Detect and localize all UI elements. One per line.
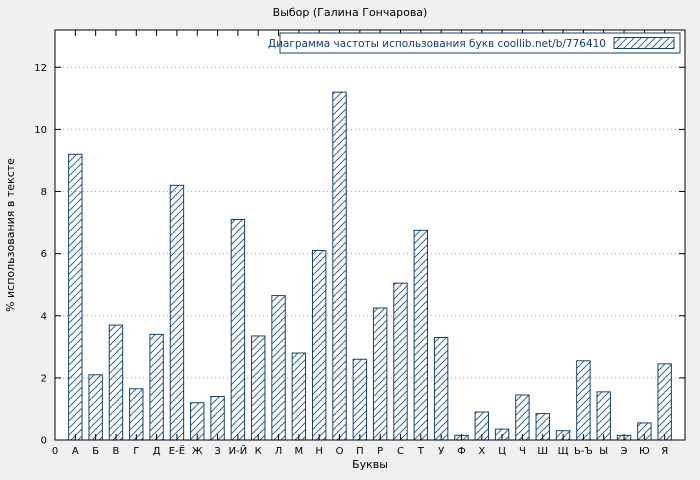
x-tick-label: Ю (639, 446, 650, 457)
legend-border (279, 32, 681, 54)
bar-О (332, 91, 347, 441)
x-tick-label: Ж (192, 446, 203, 457)
y-tick-label: 8 (41, 187, 47, 198)
x-tick-label: Т (417, 446, 425, 457)
bar-Г (129, 388, 144, 441)
x-axis-label: Буквы (352, 458, 388, 471)
bar-Ч (515, 394, 530, 441)
x-tick-label: Х (478, 446, 485, 457)
bar-П (352, 358, 368, 441)
x-tick-label: Б (92, 446, 99, 457)
legend-label: Диаграмма частоты использования букв coo… (268, 38, 606, 50)
x-tick-label: Щ (558, 446, 569, 457)
y-tick-label: 12 (34, 63, 47, 74)
x-tick-label: Я (661, 446, 668, 457)
x-tick-label: Р (377, 446, 383, 457)
x-tick-label: У (438, 446, 444, 457)
x-tick-label: Ч (519, 446, 526, 457)
x-tick-label: Д (153, 446, 161, 457)
x-tick-label: Ц (498, 446, 506, 457)
x-tick-label: З (214, 446, 220, 457)
bar-Б (88, 374, 103, 441)
bars-group (68, 91, 672, 441)
bar-Д (149, 333, 164, 441)
bar-З (210, 396, 225, 441)
bar-В (108, 324, 124, 441)
y-axis-label: % использования в тексте (4, 158, 17, 312)
x-tick-label: В (113, 446, 120, 457)
bar-М (291, 352, 307, 441)
x-tick-label: Э (621, 446, 628, 457)
bar-Т (413, 229, 429, 441)
legend: Диаграмма частоты использования букв coo… (268, 32, 681, 54)
x-tick-label: А (72, 446, 79, 457)
bar-Ы (596, 391, 611, 441)
bar-Л (271, 295, 286, 441)
x-tick-label: Е-Ё (169, 444, 185, 457)
bar-К (251, 335, 266, 441)
x-tick-label: Г (133, 446, 139, 457)
bar-Ь-Ъ (576, 360, 591, 441)
y-tick-label: 4 (41, 311, 47, 322)
x-tick-label: И-Й (229, 444, 248, 457)
x-tick-label: Ш (537, 446, 548, 457)
x-tick-label: К (255, 446, 262, 457)
x-tick-label: М (295, 446, 304, 457)
bar-Н (311, 250, 327, 441)
x-tick-label-origin: 0 (52, 446, 58, 457)
x-tick-label: П (356, 446, 364, 457)
x-tick-label: Ф (457, 446, 466, 457)
y-tick-label: 10 (34, 125, 47, 136)
x-tick-label: О (336, 446, 344, 457)
y-tick-label: 0 (41, 436, 47, 447)
bar-Р (372, 307, 388, 441)
axis-tick-labels: 0 2 4 6 8 10 12 0 А Б В Г Д Е-Ё Ж З И-Й К Л М Н О П Р С Т У Ф Х Ц Ч Ш Щ Ь… (34, 63, 668, 457)
y-tick-label: 2 (41, 373, 47, 384)
legend-swatch (613, 37, 675, 49)
y-tick-label: 6 (41, 249, 47, 260)
x-tick-label: С (397, 446, 404, 457)
x-tick-label: Ы (599, 446, 608, 457)
bar-А (68, 153, 83, 441)
x-tick-label: Н (315, 446, 323, 457)
bar-У (433, 337, 449, 441)
x-tick-label: Ь-Ъ (574, 446, 593, 457)
chart-title: Выбор (Галина Гончарова) (273, 6, 428, 19)
bar-Е-Ё (169, 184, 185, 441)
bar-И-Й (230, 218, 246, 441)
x-tick-label: Л (275, 446, 283, 457)
bar-С (393, 282, 408, 441)
bar-Я (657, 363, 672, 441)
plot-border (54, 29, 686, 441)
